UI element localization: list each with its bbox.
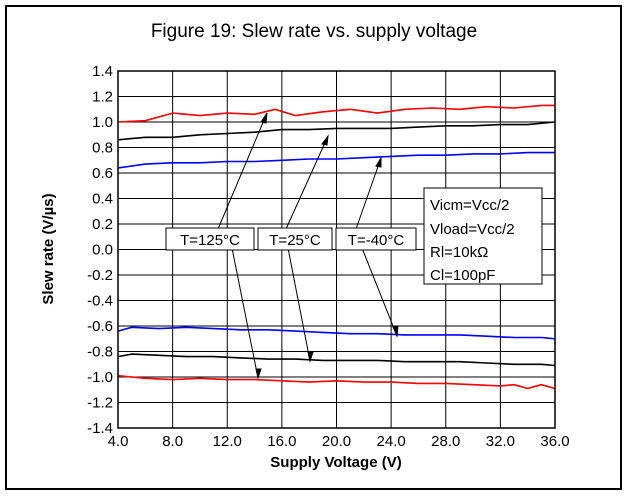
y-tick-label: 1.2	[92, 89, 113, 106]
temp-label-25: T=25°C	[257, 227, 333, 251]
y-tick-label: -1.2	[87, 395, 113, 412]
y-axis-label: Slew rate (V/µs)	[40, 193, 57, 304]
series-line-4	[117, 353, 556, 367]
y-tick-label: 1.4	[92, 63, 113, 80]
series-line-2	[117, 151, 555, 169]
series-line-5	[117, 374, 556, 390]
arrowhead-minus40-upper	[375, 156, 382, 168]
y-tick-label: -1.0	[87, 369, 113, 386]
temp-label-125-text: T=125°C	[180, 232, 240, 249]
y-tick-label: 0.0	[92, 242, 113, 259]
y-tick-label: 0.2	[92, 216, 113, 233]
condition-vload: Vload=Vcc/2	[430, 221, 515, 238]
y-tick-label: -0.4	[87, 293, 113, 310]
arrowhead-minus40-lower	[392, 325, 399, 338]
arrow-125-upper	[217, 112, 268, 230]
arrow-25-upper	[285, 135, 329, 230]
arrow-125-lower	[231, 247, 259, 379]
y-tick-label: 1.0	[92, 114, 113, 131]
arrowhead-25-lower	[307, 351, 314, 363]
series-line-3	[117, 326, 556, 340]
arrowhead-125-lower	[255, 368, 262, 380]
x-axis-label: Supply Voltage (V)	[270, 454, 401, 471]
condition-vicm: Vicm=Vcc/2	[430, 197, 509, 214]
y-tick-label: -0.6	[87, 318, 113, 335]
arrowhead-25-upper	[321, 134, 329, 146]
y-tick-labels: 1.4 1.2 1.0 0.8 0.6 0.4 0.2 0.0 -0.2 -0.4 -0.6 -0.8…	[87, 63, 113, 437]
temp-label-125: T=125°C	[165, 227, 255, 251]
y-tick-label: 0.6	[92, 165, 113, 182]
y-tick-label: 0.4	[92, 191, 113, 208]
x-tick-label: 28.0	[431, 433, 460, 450]
annotation-arrows	[217, 112, 399, 380]
x-tick-label: 16.0	[267, 433, 296, 450]
arrow-minus40-upper	[355, 157, 382, 230]
x-tick-labels: 4.0 8.0 12.0 16.0 20.0 24.0 28.0 32.0 36.0	[108, 433, 570, 450]
arrow-minus40-lower	[361, 247, 398, 337]
x-tick-label: 24.0	[377, 433, 406, 450]
temp-label-minus40: T=-40°C	[335, 227, 417, 251]
x-tick-label: 32.0	[486, 433, 515, 450]
arrowhead-125-upper	[260, 112, 268, 124]
temp-label-25-text: T=25°C	[269, 232, 321, 249]
x-tick-label: 20.0	[322, 433, 351, 450]
plot-area-border	[117, 70, 556, 429]
condition-cl: Cl=100pF	[430, 267, 495, 284]
temp-label-minus40-text: T=-40°C	[348, 232, 405, 249]
arrow-25-lower	[287, 247, 311, 362]
series-line-1	[117, 121, 556, 141]
y-tick-label: -0.2	[87, 267, 113, 284]
series-line-0	[117, 104, 555, 123]
x-tick-label: 4.0	[108, 433, 129, 450]
y-tick-label: 0.8	[92, 140, 113, 157]
chart-title: Figure 19: Slew rate vs. supply voltage	[151, 21, 477, 42]
x-tick-label: 12.0	[213, 433, 242, 450]
condition-rl: Rl=10kΩ	[430, 244, 488, 261]
x-tick-label: 8.0	[162, 433, 183, 450]
test-conditions-box: Vicm=Vcc/2 Vload=Vcc/2 Rl=10kΩ Cl=100pF	[423, 187, 543, 285]
y-tick-label: -0.8	[87, 344, 113, 361]
x-tick-label: 36.0	[540, 433, 569, 450]
y-tick-label: -1.4	[87, 420, 113, 437]
series-lines	[117, 104, 556, 390]
